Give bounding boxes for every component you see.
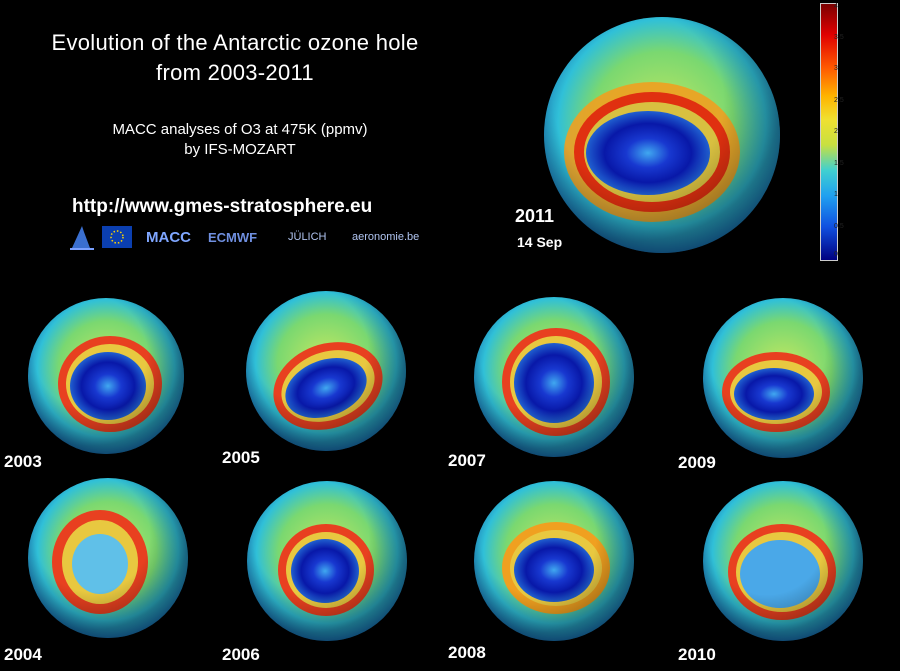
logo-strip: MACC ECMWF JÜLICH aeronomie.be (68, 222, 458, 256)
aeronomie-logo: aeronomie.be (352, 231, 420, 243)
globe-2007 (474, 297, 634, 457)
colorbar-tick: 1 (834, 191, 838, 198)
agency-logo-icon (68, 222, 98, 252)
globe-2011 (544, 17, 780, 253)
subtitle: MACC analyses of O3 at 475K (ppmv) by IF… (30, 120, 450, 160)
globe-2009 (703, 298, 863, 458)
year-label-2007: 2007 (448, 451, 486, 470)
globe-2003 (28, 298, 184, 454)
globe-2006 (247, 481, 407, 641)
year-label-2008: 2008 (448, 643, 486, 662)
colorbar (820, 3, 838, 261)
year-label-2006: 2006 (222, 645, 260, 664)
year-label-2009: 2009 (678, 453, 716, 472)
colorbar-tick: 2.5 (834, 97, 844, 104)
macc-logo: MACC (146, 228, 191, 246)
year-label-2010: 2010 (678, 645, 716, 664)
subtitle-line-2: by IFS-MOZART (184, 141, 296, 158)
globe-2005 (246, 291, 406, 451)
colorbar-tick: 0.5 (834, 223, 844, 230)
eu-flag-icon (102, 222, 134, 252)
year-label-2003: 2003 (4, 452, 42, 471)
colorbar-tick: 0 (834, 251, 838, 258)
title-line-2: from 2003-2011 (156, 60, 314, 85)
colorbar-tick: 1.5 (834, 160, 844, 167)
globe-2010 (703, 481, 863, 641)
globe-2004 (28, 478, 188, 638)
year-label-2005: 2005 (222, 448, 260, 467)
colorbar-tick: 3 (834, 65, 838, 72)
colorbar-tick: 2 (834, 128, 838, 135)
colorbar-tick: 4 (834, 3, 838, 10)
featured-date: 14 Sep (517, 234, 563, 250)
subtitle-line-1: MACC analyses of O3 at 475K (ppmv) (112, 121, 368, 138)
title-line-1: Evolution of the Antarctic ozone hole (51, 30, 419, 55)
colorbar-tick: 3.5 (834, 34, 844, 41)
featured-year: 2011 (515, 206, 555, 226)
ecmwf-logo: ECMWF (208, 229, 258, 245)
title: Evolution of the Antarctic ozone hole fr… (0, 28, 470, 88)
url-text: http://www.gmes-stratosphere.eu (72, 196, 373, 217)
globe-2008 (474, 481, 634, 641)
year-label-2004: 2004 (4, 645, 42, 664)
julich-logo: JÜLICH (288, 231, 327, 243)
